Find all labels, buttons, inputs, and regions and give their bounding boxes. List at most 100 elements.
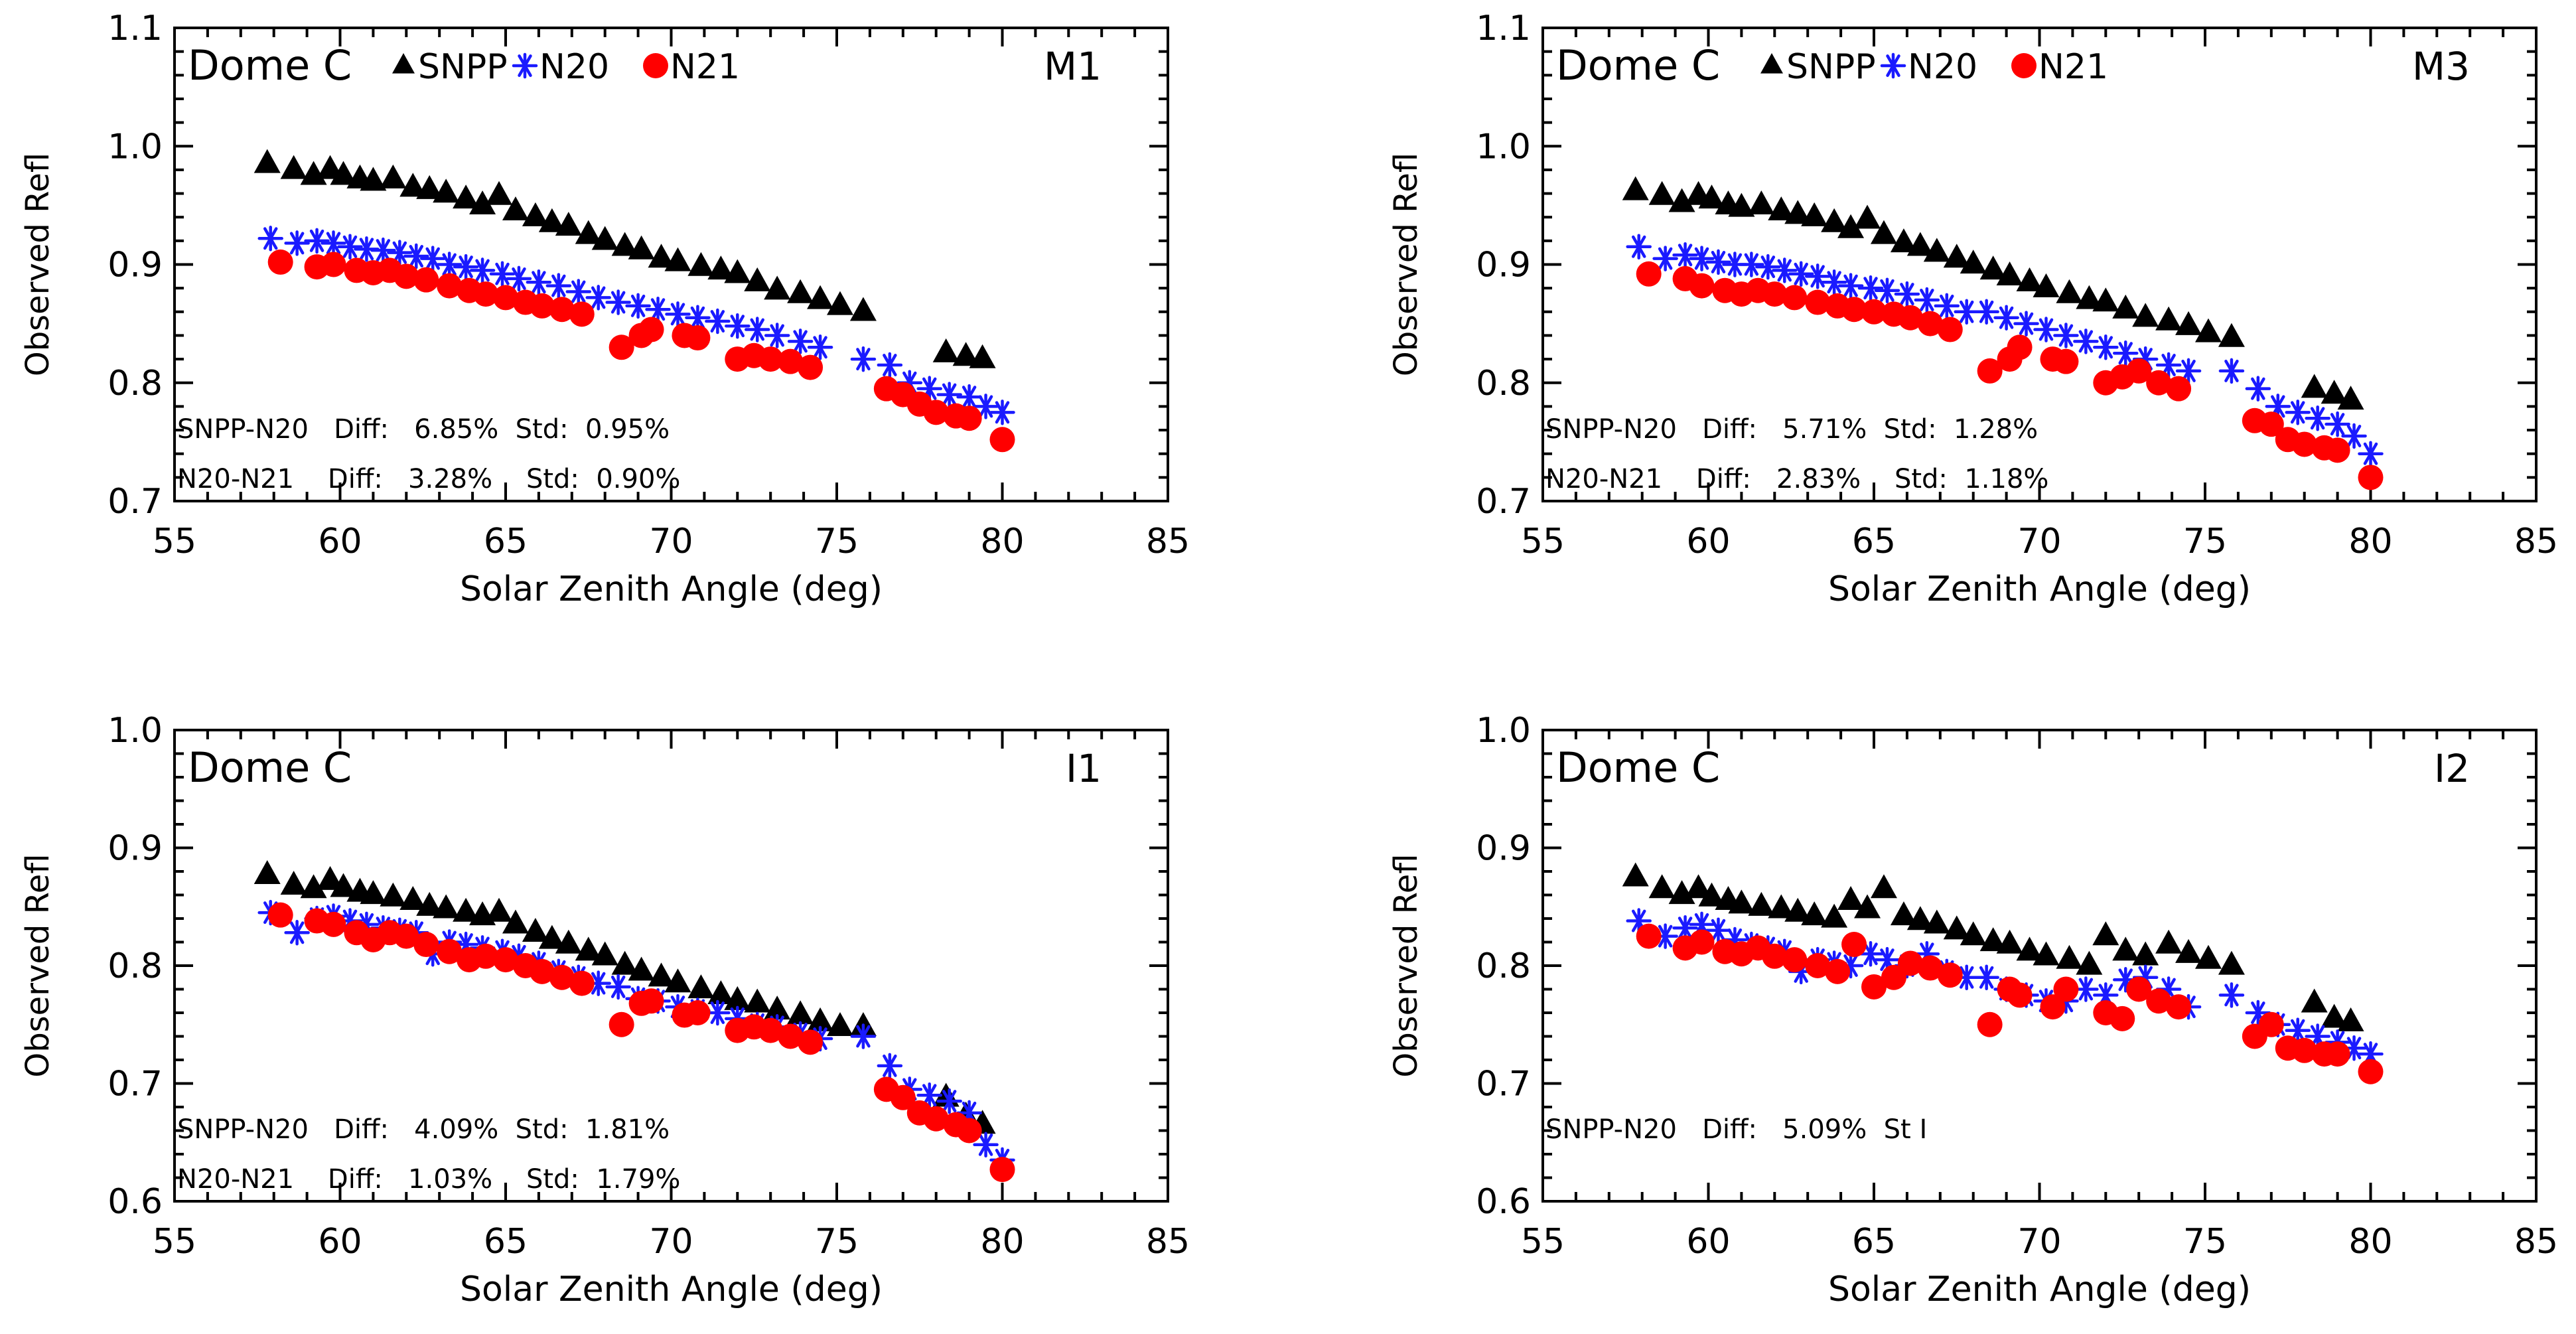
point-n21 [2166, 994, 2192, 1020]
point-snpp [707, 980, 735, 1005]
point-n20 [973, 1132, 999, 1158]
point-n20 [284, 230, 310, 256]
point-n21 [493, 285, 518, 311]
point-n20 [1973, 299, 1999, 325]
point-snpp [502, 909, 529, 934]
y-tick-label: 0.8 [107, 946, 163, 986]
point-n20 [284, 920, 310, 946]
point-n20 [2033, 317, 2059, 342]
point-n21 [2291, 431, 2317, 457]
point-snpp [687, 974, 715, 999]
point-n21 [437, 273, 463, 299]
point-n20 [304, 228, 330, 254]
x-tick-label: 60 [1686, 1222, 1730, 1262]
point-n21 [685, 1000, 711, 1025]
x-tick-label: 80 [980, 1222, 1024, 1262]
point-n20 [469, 258, 496, 283]
point-n21 [989, 1157, 1015, 1183]
y-axis-label: Observed Refl [1388, 153, 1425, 376]
point-snpp [2301, 988, 2328, 1013]
point-snpp [2076, 950, 2103, 975]
point-n21 [1861, 974, 1887, 1000]
point-n21 [638, 988, 664, 1014]
point-snpp [2056, 279, 2083, 303]
point-snpp [591, 226, 618, 250]
point-snpp [2194, 944, 2222, 969]
point-snpp [826, 1011, 853, 1036]
y-tick-label: 0.9 [107, 829, 163, 869]
point-n20 [403, 243, 429, 269]
x-tick-label: 55 [1521, 522, 1565, 561]
point-n20 [526, 269, 552, 295]
point-snpp [2175, 938, 2202, 963]
point-n21 [549, 964, 575, 990]
point-snpp [664, 247, 691, 271]
point-n20 [1874, 277, 1900, 303]
point-n20 [973, 394, 999, 419]
point-n21 [1881, 964, 1906, 990]
point-n21 [1689, 929, 1715, 955]
x-tick-label: 75 [815, 522, 859, 561]
point-snpp [2112, 936, 2139, 961]
point-n21 [2258, 1011, 2284, 1037]
stats-annotation: N20-N21 Diff: 2.83% Std: 1.18% [1545, 464, 2048, 494]
point-snpp [2321, 380, 2348, 404]
point-snpp [253, 149, 281, 173]
point-snpp [952, 342, 979, 366]
point-snpp [1748, 891, 1775, 916]
point-snpp [1668, 188, 1695, 212]
point-n20 [1993, 305, 2019, 331]
band-label: I2 [2434, 746, 2470, 791]
point-n20 [2073, 329, 2099, 354]
point-snpp [1648, 874, 1676, 899]
point-snpp [330, 873, 357, 897]
point-n20 [764, 323, 790, 348]
point-n21 [608, 334, 634, 360]
point-n21 [1762, 281, 1788, 307]
point-n21 [923, 400, 949, 425]
point-snpp [317, 865, 344, 890]
point-n21 [267, 902, 293, 928]
point-snpp [330, 161, 357, 185]
x-tick-label: 85 [1146, 522, 1190, 561]
point-snpp [575, 220, 602, 244]
band-label: M3 [2412, 44, 2470, 89]
point-n20 [585, 285, 611, 311]
point-snpp [1748, 190, 1775, 215]
point-n20 [1672, 915, 1698, 941]
point-snpp [2337, 386, 2364, 410]
point-n20 [850, 346, 877, 372]
point-snpp [1801, 901, 1828, 926]
stats-annotation: SNPP-N20 Diff: 4.09% Std: 1.81% [177, 1114, 670, 1145]
point-n20 [725, 313, 751, 339]
x-axis-label: Solar Zenith Angle (deg) [460, 1270, 883, 1309]
point-snpp [2155, 929, 2182, 954]
point-n21 [956, 1118, 982, 1144]
point-snpp [724, 986, 751, 1010]
legend-label-snpp: SNPP [1786, 47, 1876, 87]
point-n21 [1897, 305, 1923, 331]
x-tick-label: 70 [2017, 522, 2061, 561]
point-n20 [1739, 252, 1764, 277]
point-snpp [399, 173, 427, 197]
legend-marker-n20 [512, 52, 538, 79]
y-axis-label: Observed Refl [1388, 853, 1425, 1077]
point-n20 [2341, 423, 2367, 449]
point-n21 [989, 427, 1015, 453]
point-n21 [1782, 285, 1808, 311]
point-n20 [1755, 254, 1781, 280]
x-tick-label: 65 [484, 522, 528, 561]
point-snpp [433, 894, 460, 919]
legend-label-n21: N21 [670, 47, 740, 87]
point-n20 [387, 240, 413, 265]
point-snpp [787, 279, 814, 303]
point-n20 [877, 1053, 903, 1079]
point-snpp [538, 208, 565, 232]
x-tick-label: 55 [153, 1222, 196, 1262]
x-tick-label: 55 [1521, 1222, 1565, 1262]
point-n21 [2146, 370, 2172, 396]
y-tick-label: 1.0 [1476, 711, 1531, 751]
point-snpp [628, 235, 655, 259]
point-snpp [932, 338, 960, 362]
point-snpp [416, 891, 443, 916]
